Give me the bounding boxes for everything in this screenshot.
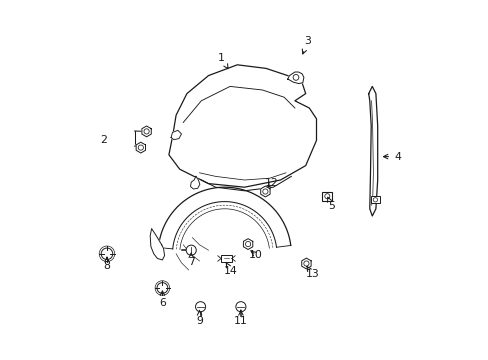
Text: 8: 8 [103,257,110,271]
Circle shape [143,129,149,134]
Text: 14: 14 [224,263,237,276]
Circle shape [245,242,250,247]
Circle shape [324,194,329,199]
Text: 5: 5 [327,197,334,211]
Bar [221,255,231,262]
Text: 3: 3 [302,36,310,54]
Polygon shape [158,187,290,249]
Polygon shape [368,86,377,216]
Text: 9: 9 [196,310,203,326]
Circle shape [292,75,298,80]
Circle shape [303,261,308,266]
Bar [322,192,332,201]
Circle shape [186,245,196,255]
Circle shape [138,145,143,150]
Text: 6: 6 [159,291,165,308]
Bar [370,196,379,203]
Polygon shape [168,65,316,187]
Polygon shape [136,142,145,153]
Polygon shape [260,186,269,197]
Polygon shape [171,130,181,140]
Polygon shape [243,239,252,249]
Text: 1: 1 [217,53,227,69]
Text: 10: 10 [248,250,263,260]
Text: 2: 2 [100,135,106,145]
Text: 7: 7 [187,253,194,267]
Polygon shape [190,176,200,189]
Circle shape [235,302,245,312]
Circle shape [372,198,377,202]
Circle shape [101,248,113,260]
Circle shape [195,302,205,312]
Text: 4: 4 [383,152,400,162]
Circle shape [157,283,167,293]
Polygon shape [287,72,303,84]
Polygon shape [150,229,164,260]
Text: 12: 12 [264,178,278,188]
Polygon shape [301,258,310,269]
Text: 13: 13 [305,266,318,279]
Text: 11: 11 [234,310,247,326]
Circle shape [262,189,267,194]
Polygon shape [142,126,151,137]
